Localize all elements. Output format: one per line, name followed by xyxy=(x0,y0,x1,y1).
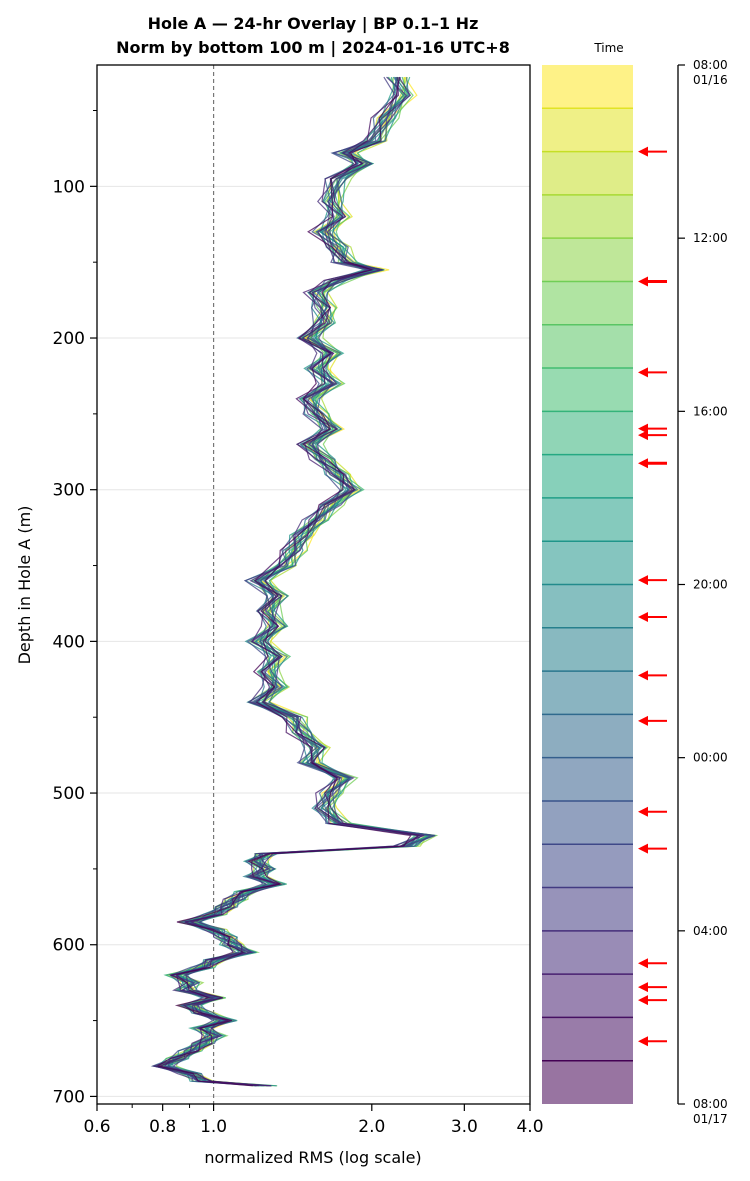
series-line xyxy=(167,76,432,1087)
event-arrow-head xyxy=(638,982,648,993)
series-line xyxy=(155,77,412,1087)
y-tick-label: 700 xyxy=(53,1087,85,1107)
y-tick-label: 400 xyxy=(53,632,85,652)
y-tick-label: 200 xyxy=(53,329,85,349)
series-line xyxy=(159,76,434,1087)
colorbar-band xyxy=(542,65,633,109)
colorbar-band xyxy=(542,324,633,369)
colorbar-band xyxy=(542,151,633,195)
x-tick-label: 4.0 xyxy=(516,1117,543,1137)
chart-title-line2: Norm by bottom 100 m | 2024-01-16 UTC+8 xyxy=(116,38,510,58)
x-tick-label: 1.0 xyxy=(200,1117,227,1137)
series-line xyxy=(163,76,423,1087)
chart-title-line1: Hole A — 24-hr Overlay | BP 0.1–1 Hz xyxy=(148,14,479,34)
colorbar-band xyxy=(542,1060,633,1104)
event-arrow-head xyxy=(638,575,648,586)
grid-lines xyxy=(97,185,530,1097)
event-arrow-head xyxy=(638,806,648,817)
colorbar-tick-label: 08:00 xyxy=(693,58,728,72)
colorbar-band xyxy=(542,844,633,888)
series-line xyxy=(153,76,431,1087)
series-line xyxy=(151,76,425,1087)
series-line xyxy=(159,77,428,1087)
series-line xyxy=(168,76,429,1087)
series-line xyxy=(165,76,438,1087)
y-axis-label: Depth in Hole A (m) xyxy=(15,506,34,665)
colorbar xyxy=(542,65,633,1104)
colorbar-tick-label: 16:00 xyxy=(693,404,728,418)
series-line xyxy=(158,76,425,1087)
x-tick-label: 0.8 xyxy=(149,1117,176,1137)
colorbar-tick-label: 12:00 xyxy=(693,231,728,245)
colorbar-band xyxy=(542,887,633,931)
colorbar-tick-label: 00:00 xyxy=(693,751,728,765)
series-line xyxy=(166,76,435,1087)
event-arrow-head xyxy=(638,670,648,681)
colorbar-tick-label: 04:00 xyxy=(693,924,728,938)
colorbar-band xyxy=(542,757,633,801)
colorbar-band xyxy=(542,497,633,542)
y-axis: 100 200 300 400 500 600 700 xyxy=(53,110,97,1107)
colorbar-band xyxy=(542,411,633,455)
series-line xyxy=(164,76,429,1087)
x-axis-label: normalized RMS (log scale) xyxy=(204,1148,421,1167)
colorbar-band xyxy=(542,671,633,715)
event-arrow-head xyxy=(638,367,648,378)
y-tick-label: 600 xyxy=(53,936,85,956)
event-arrows xyxy=(638,146,667,1047)
event-arrow-head xyxy=(638,1036,648,1047)
y-tick-label: 100 xyxy=(53,177,85,197)
colorbar-band xyxy=(542,714,633,758)
colorbar-tick-label: 20:00 xyxy=(693,578,728,592)
colorbar-ticks: 08:0001/1612:0016:0020:0000:0004:0008:00… xyxy=(678,58,728,1126)
event-arrow-head xyxy=(638,430,648,441)
series-line xyxy=(150,77,421,1087)
colorbar-band xyxy=(542,108,633,152)
series-line xyxy=(152,76,422,1087)
series-line xyxy=(167,77,432,1087)
x-tick-label: 2.0 xyxy=(358,1117,385,1137)
colorbar-band xyxy=(542,368,633,412)
colorbar-tick-date: 01/16 xyxy=(693,73,728,87)
plot-frame xyxy=(96,64,531,1105)
colorbar-tick-label: 08:00 xyxy=(693,1097,728,1111)
colorbar-band xyxy=(542,584,633,628)
colorbar-band xyxy=(542,541,633,585)
event-arrow-head xyxy=(638,276,648,287)
event-arrow-head xyxy=(638,458,648,469)
y-tick-label: 300 xyxy=(53,481,85,501)
y-tick-label: 500 xyxy=(53,784,85,804)
x-axis: 0.6 0.8 1.0 2.0 3.0 4.0 xyxy=(83,1104,544,1137)
event-arrow-head xyxy=(638,995,648,1006)
event-arrow-head xyxy=(638,843,648,854)
x-tick-label: 3.0 xyxy=(451,1117,478,1137)
colorbar-band xyxy=(542,974,633,1018)
colorbar-band xyxy=(542,930,633,975)
colorbar-band xyxy=(542,194,633,239)
event-arrow-head xyxy=(638,958,648,969)
colorbar-band xyxy=(542,454,633,498)
event-arrow-head xyxy=(638,146,648,157)
colorbar-band xyxy=(542,1017,633,1061)
colorbar-band xyxy=(542,238,633,282)
series-line xyxy=(160,76,432,1087)
event-arrow-head xyxy=(638,423,648,434)
colorbar-tick-date: 01/17 xyxy=(693,1112,728,1126)
series-line xyxy=(164,76,420,1087)
series-line xyxy=(151,76,417,1087)
x-tick-label: 0.6 xyxy=(83,1117,110,1137)
series-line xyxy=(157,77,421,1087)
colorbar-band xyxy=(542,627,633,672)
colorbar-band xyxy=(542,800,633,845)
series-line xyxy=(156,76,422,1087)
series-line xyxy=(170,76,430,1087)
series-line xyxy=(157,77,419,1087)
event-arrow-head xyxy=(638,611,648,622)
colorbar-band xyxy=(542,281,633,325)
event-arrow-head xyxy=(638,715,648,726)
series-group xyxy=(150,76,439,1087)
colorbar-label: Time xyxy=(593,41,623,55)
